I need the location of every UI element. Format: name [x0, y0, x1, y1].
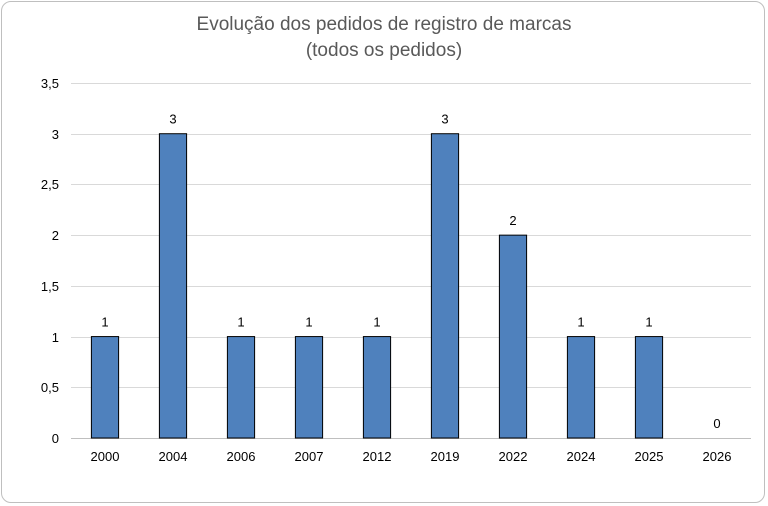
bar-2004	[158, 133, 188, 439]
y-tick-label: 1,5	[41, 279, 59, 294]
data-label-2022: 2	[509, 213, 516, 228]
bar-2007	[294, 336, 324, 439]
x-tick-label-2007: 2007	[295, 449, 324, 464]
x-tick-label-2012: 2012	[363, 449, 392, 464]
bar-2025	[634, 336, 664, 439]
x-tick-label-2025: 2025	[635, 449, 664, 464]
x-axis-ticks: 2000 2004 2006 2007 2012 2019 2022 2024 2025 2026	[91, 449, 732, 464]
x-tick-label-2004: 2004	[159, 449, 188, 464]
bar-2019	[430, 133, 460, 439]
data-label-2012: 1	[373, 315, 380, 330]
chart-title-line-2: (todos os pedidos)	[305, 40, 463, 61]
bar-2012	[362, 336, 392, 439]
data-label-2026: 0	[713, 416, 720, 431]
bar-2024	[566, 336, 596, 439]
data-label-2024: 1	[577, 315, 584, 330]
y-tick-label: 2,5	[41, 177, 59, 192]
bar-2022	[498, 234, 528, 439]
x-tick-label-2019: 2019	[431, 449, 460, 464]
y-tick-label: 2	[52, 228, 59, 243]
y-axis-ticks: 0 0,5 1 1,5 2 2,5 3 3,5	[41, 76, 59, 446]
x-tick-label-2026: 2026	[703, 449, 732, 464]
y-tick-label: 1	[52, 330, 59, 345]
x-tick-label-2000: 2000	[91, 449, 120, 464]
data-label-2025: 1	[645, 315, 652, 330]
chart-title: Evolução dos pedidos de registro de marc…	[0, 12, 768, 64]
bar-2000	[90, 336, 120, 439]
y-tick-label: 0,5	[41, 380, 59, 395]
data-label-2004: 3	[169, 112, 176, 127]
data-label-2000: 1	[101, 315, 108, 330]
data-label-2007: 1	[305, 315, 312, 330]
x-tick-label-2022: 2022	[499, 449, 528, 464]
data-label-2006: 1	[237, 315, 244, 330]
x-tick-label-2024: 2024	[567, 449, 596, 464]
y-tick-label: 3,5	[41, 76, 59, 91]
y-tick-label: 0	[52, 431, 59, 446]
data-label-2019: 3	[441, 112, 448, 127]
bar-2006	[226, 336, 256, 439]
chart-title-line-1: Evolução dos pedidos de registro de marc…	[196, 14, 572, 35]
x-tick-label-2006: 2006	[227, 449, 256, 464]
y-tick-label: 3	[52, 127, 59, 142]
data-labels: 1 3 1 1 1 3 2 1 1 0	[101, 112, 720, 431]
bars	[90, 133, 664, 439]
